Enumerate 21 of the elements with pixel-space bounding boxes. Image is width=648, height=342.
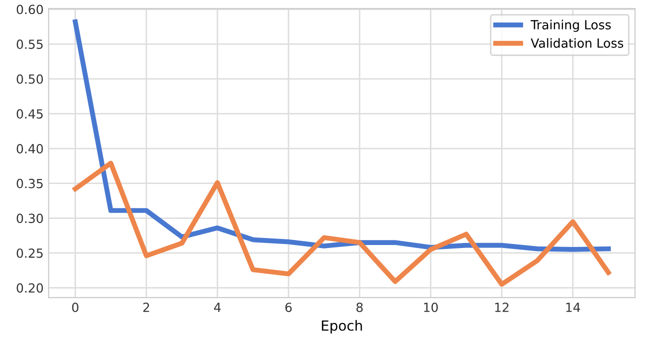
y-tick-label: 0.35	[16, 178, 43, 188]
x-tick-label: 6	[285, 302, 292, 312]
x-axis-title: Epoch	[322, 320, 362, 334]
y-tick-label: 0.50	[16, 74, 43, 84]
x-tick-label: 4	[214, 302, 221, 312]
line-series	[72, 160, 611, 287]
x-tick-label: 12	[495, 302, 508, 312]
x-tick-label: 0	[72, 302, 78, 312]
y-tick-label: 0.40	[16, 144, 43, 154]
y-tick-label: 0.45	[16, 109, 43, 119]
y-tick-label: 0.55	[16, 40, 43, 49]
legend-label: Validation Loss	[530, 38, 624, 48]
x-tick-label: 10	[424, 302, 438, 312]
x-tick-label: 2	[143, 302, 150, 312]
x-tick-label: 8	[356, 302, 363, 312]
y-tick-label: 0.60	[16, 4, 43, 14]
y-tick-label: 0.25	[16, 248, 43, 258]
legend-label: Training Loss	[530, 20, 611, 32]
x-tick-label: 14	[566, 302, 580, 312]
y-tick-label: 0.20	[16, 283, 43, 293]
y-tick-label: 0.30	[16, 214, 43, 224]
